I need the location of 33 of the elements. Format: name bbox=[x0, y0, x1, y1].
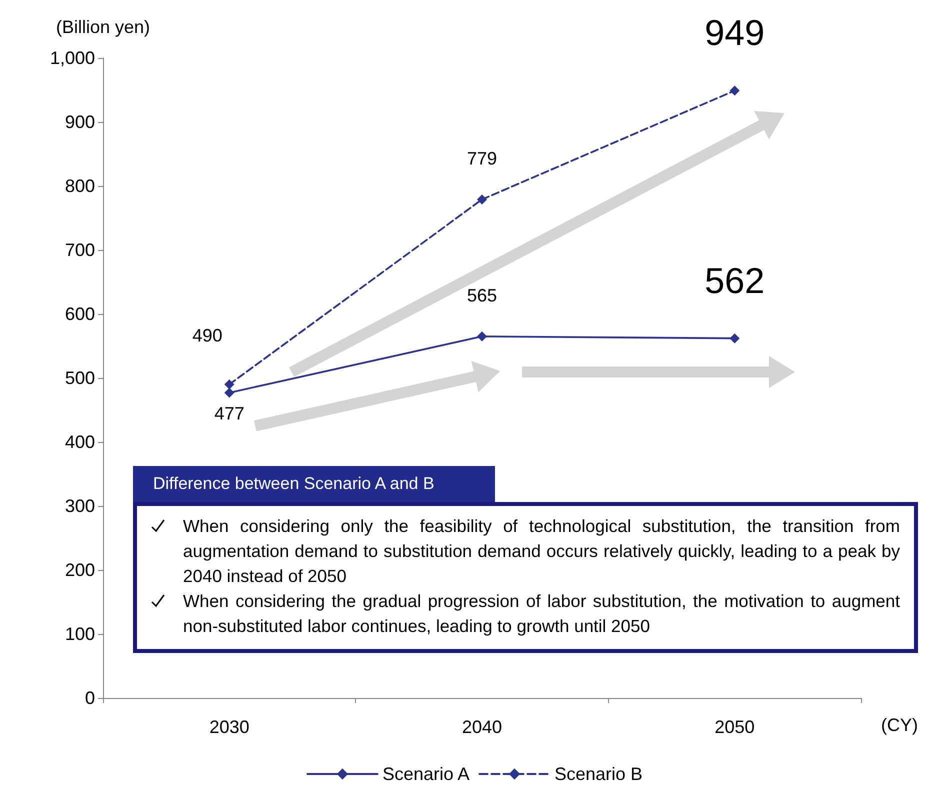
data-label: 949 bbox=[704, 12, 765, 54]
data-label: 562 bbox=[704, 260, 765, 301]
y-tick-label: 500 bbox=[64, 368, 95, 388]
annotation: When considering the gradual progression of labor substitution, the motivation to augment non-substituted labor continues, leading to growth until 2050 bbox=[183, 590, 900, 638]
data-label: 565 bbox=[466, 285, 498, 306]
point bbox=[477, 331, 487, 342]
data-label: 477 bbox=[214, 404, 244, 424]
y-tick-label: 200 bbox=[64, 560, 95, 580]
y-tick-label: 400 bbox=[64, 432, 95, 452]
data-label: 490 bbox=[192, 325, 222, 346]
y-tick-label: 900 bbox=[64, 112, 95, 132]
x-tick-label: 2030 bbox=[209, 717, 250, 737]
y-tick-label: 1,000 bbox=[50, 48, 95, 68]
y-tick-label: 0 bbox=[84, 688, 95, 708]
legend-label: Scenario A bbox=[382, 764, 470, 784]
annotation: When considering only the feasibility of technological substitution, the transition from augmentation demand to substitution demand occurs relatively quickly, leading to a peak by 2040 instead of 2050 bbox=[183, 515, 900, 588]
x-tick-label: 2040 bbox=[462, 717, 502, 737]
x-tick-label: 2050 bbox=[714, 717, 755, 737]
y-tick-label: 800 bbox=[64, 176, 95, 196]
y-tick-label: 600 bbox=[64, 304, 95, 324]
data-label: 779 bbox=[466, 148, 498, 168]
y-tick-label: 300 bbox=[64, 496, 95, 516]
y-tick-label: 700 bbox=[64, 240, 95, 260]
point bbox=[224, 388, 234, 398]
point bbox=[477, 194, 487, 204]
point bbox=[730, 86, 740, 96]
point bbox=[730, 333, 740, 344]
legend-label: Scenario B bbox=[554, 764, 643, 784]
header-box: Difference between Scenario A and B bbox=[133, 466, 495, 502]
y-tick-label: 100 bbox=[64, 624, 95, 644]
x-axis-title: (CY) bbox=[881, 715, 918, 735]
point bbox=[224, 379, 234, 390]
y-axis-title: (Billion yen) bbox=[56, 17, 150, 37]
